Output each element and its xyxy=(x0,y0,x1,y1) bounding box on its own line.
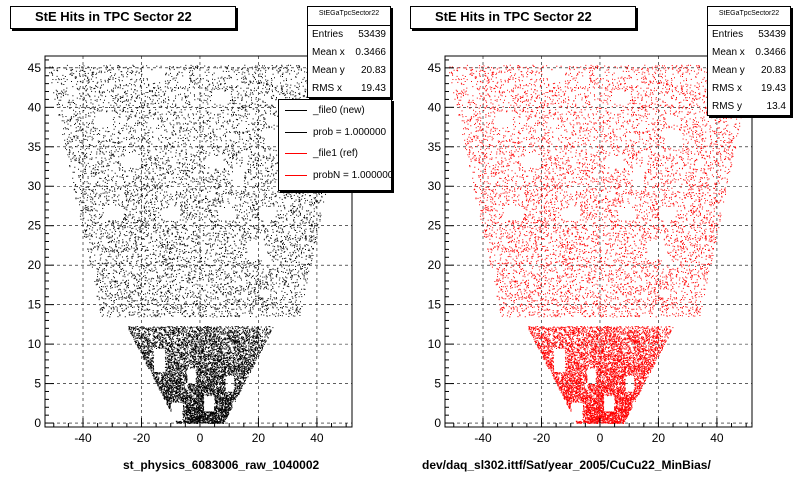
left-stats-box: StEGaTpcSector22 Entries 53439 Mean x 0.34… xyxy=(307,6,391,98)
x-tick-label: 20 xyxy=(252,431,266,445)
left-stats-row: Mean x 0.3466 xyxy=(312,47,386,58)
x-tick-label: -20 xyxy=(133,431,151,445)
left-stats-row: Mean y 20.83 xyxy=(312,65,386,76)
axis-ticks xyxy=(45,59,347,427)
left-pad: -40 -20 0 20 40 0 5 10 15 20 25 30 35 40 45 StE Hits i… xyxy=(10,6,392,472)
y-tick-label: 20 xyxy=(428,258,442,272)
y-tick-label: 15 xyxy=(28,298,42,312)
left-stats-row: Entries 53439 xyxy=(312,29,386,40)
y-tick-label: 20 xyxy=(28,258,42,272)
x-tick-label: -40 xyxy=(474,431,492,445)
x-tick-label: 0 xyxy=(197,431,204,445)
y-tick-label: 45 xyxy=(28,61,42,75)
legend-box: _file0 (new) prob = 1.000000 _file1 (ref… xyxy=(278,99,392,191)
y-tick-label: 30 xyxy=(28,179,42,193)
y-tick-label: 35 xyxy=(428,140,442,154)
right-stats-row: Mean x 0.3466 xyxy=(712,47,786,58)
y-tick-label: 10 xyxy=(28,337,42,351)
right-x-label: dev/daq_sl302.ittf/Sat/year_2005/CuCu22_… xyxy=(422,458,711,472)
right-stats-row: Entries 53439 xyxy=(712,29,786,40)
right-title: StE Hits in TPC Sector 22 xyxy=(410,6,636,29)
right-pad: -40 -20 0 20 40 0 5 10 15 20 25 30 35 40 45 StE Hits i… xyxy=(400,0,800,480)
y-tick-label: 40 xyxy=(428,100,442,114)
legend-entry: _file1 (ref) xyxy=(279,143,391,165)
left-title: StE Hits in TPC Sector 22 xyxy=(10,6,236,29)
right-stats-row: RMS x 19.43 xyxy=(712,83,786,94)
y-tick-label: 40 xyxy=(28,100,42,114)
hit-points xyxy=(449,64,753,424)
y-tick-label: 25 xyxy=(28,219,42,233)
left-plot: -40 -20 0 20 40 0 5 10 15 20 25 30 35 40 45 xyxy=(28,55,353,445)
axis-ticks xyxy=(445,59,747,427)
left-stats-row: RMS x 19.43 xyxy=(312,83,386,94)
y-tick-label: 0 xyxy=(34,416,41,430)
x-tick-label: 40 xyxy=(310,431,324,445)
x-tick-label: -40 xyxy=(74,431,92,445)
y-tick-label: 30 xyxy=(428,179,442,193)
x-tick-label: 0 xyxy=(597,431,604,445)
right-stats-box: StEGaTpcSector22 Entries 53439 Mean x 0.34… xyxy=(707,6,791,116)
left-x-label: st_physics_6083006_raw_1040002 xyxy=(123,458,320,472)
y-tick-label: 5 xyxy=(34,377,41,391)
x-tick-label: 20 xyxy=(652,431,666,445)
y-tick-label: 35 xyxy=(28,140,42,154)
y-tick-label: 5 xyxy=(434,377,441,391)
x-tick-label: -20 xyxy=(533,431,551,445)
x-tick-label: 40 xyxy=(710,431,724,445)
left-stats-name: StEGaTpcSector22 xyxy=(308,7,390,26)
y-tick-label: 10 xyxy=(428,337,442,351)
legend-entry: prob = 1.000000 xyxy=(279,122,391,144)
y-tick-label: 15 xyxy=(428,298,442,312)
legend-entry: probN = 1.000000 xyxy=(279,165,391,187)
hit-points xyxy=(49,64,353,424)
right-stats-row: RMS y 13.4 xyxy=(712,101,786,112)
right-plot: -40 -20 0 20 40 0 5 10 15 20 25 30 35 40 45 xyxy=(428,55,753,445)
right-stats-name: StEGaTpcSector22 xyxy=(708,7,790,26)
y-tick-label: 0 xyxy=(434,416,441,430)
legend-entry: _file0 (new) xyxy=(279,100,391,122)
y-tick-label: 25 xyxy=(428,219,442,233)
right-stats-row: Mean y 20.83 xyxy=(712,65,786,76)
y-tick-label: 45 xyxy=(428,61,442,75)
